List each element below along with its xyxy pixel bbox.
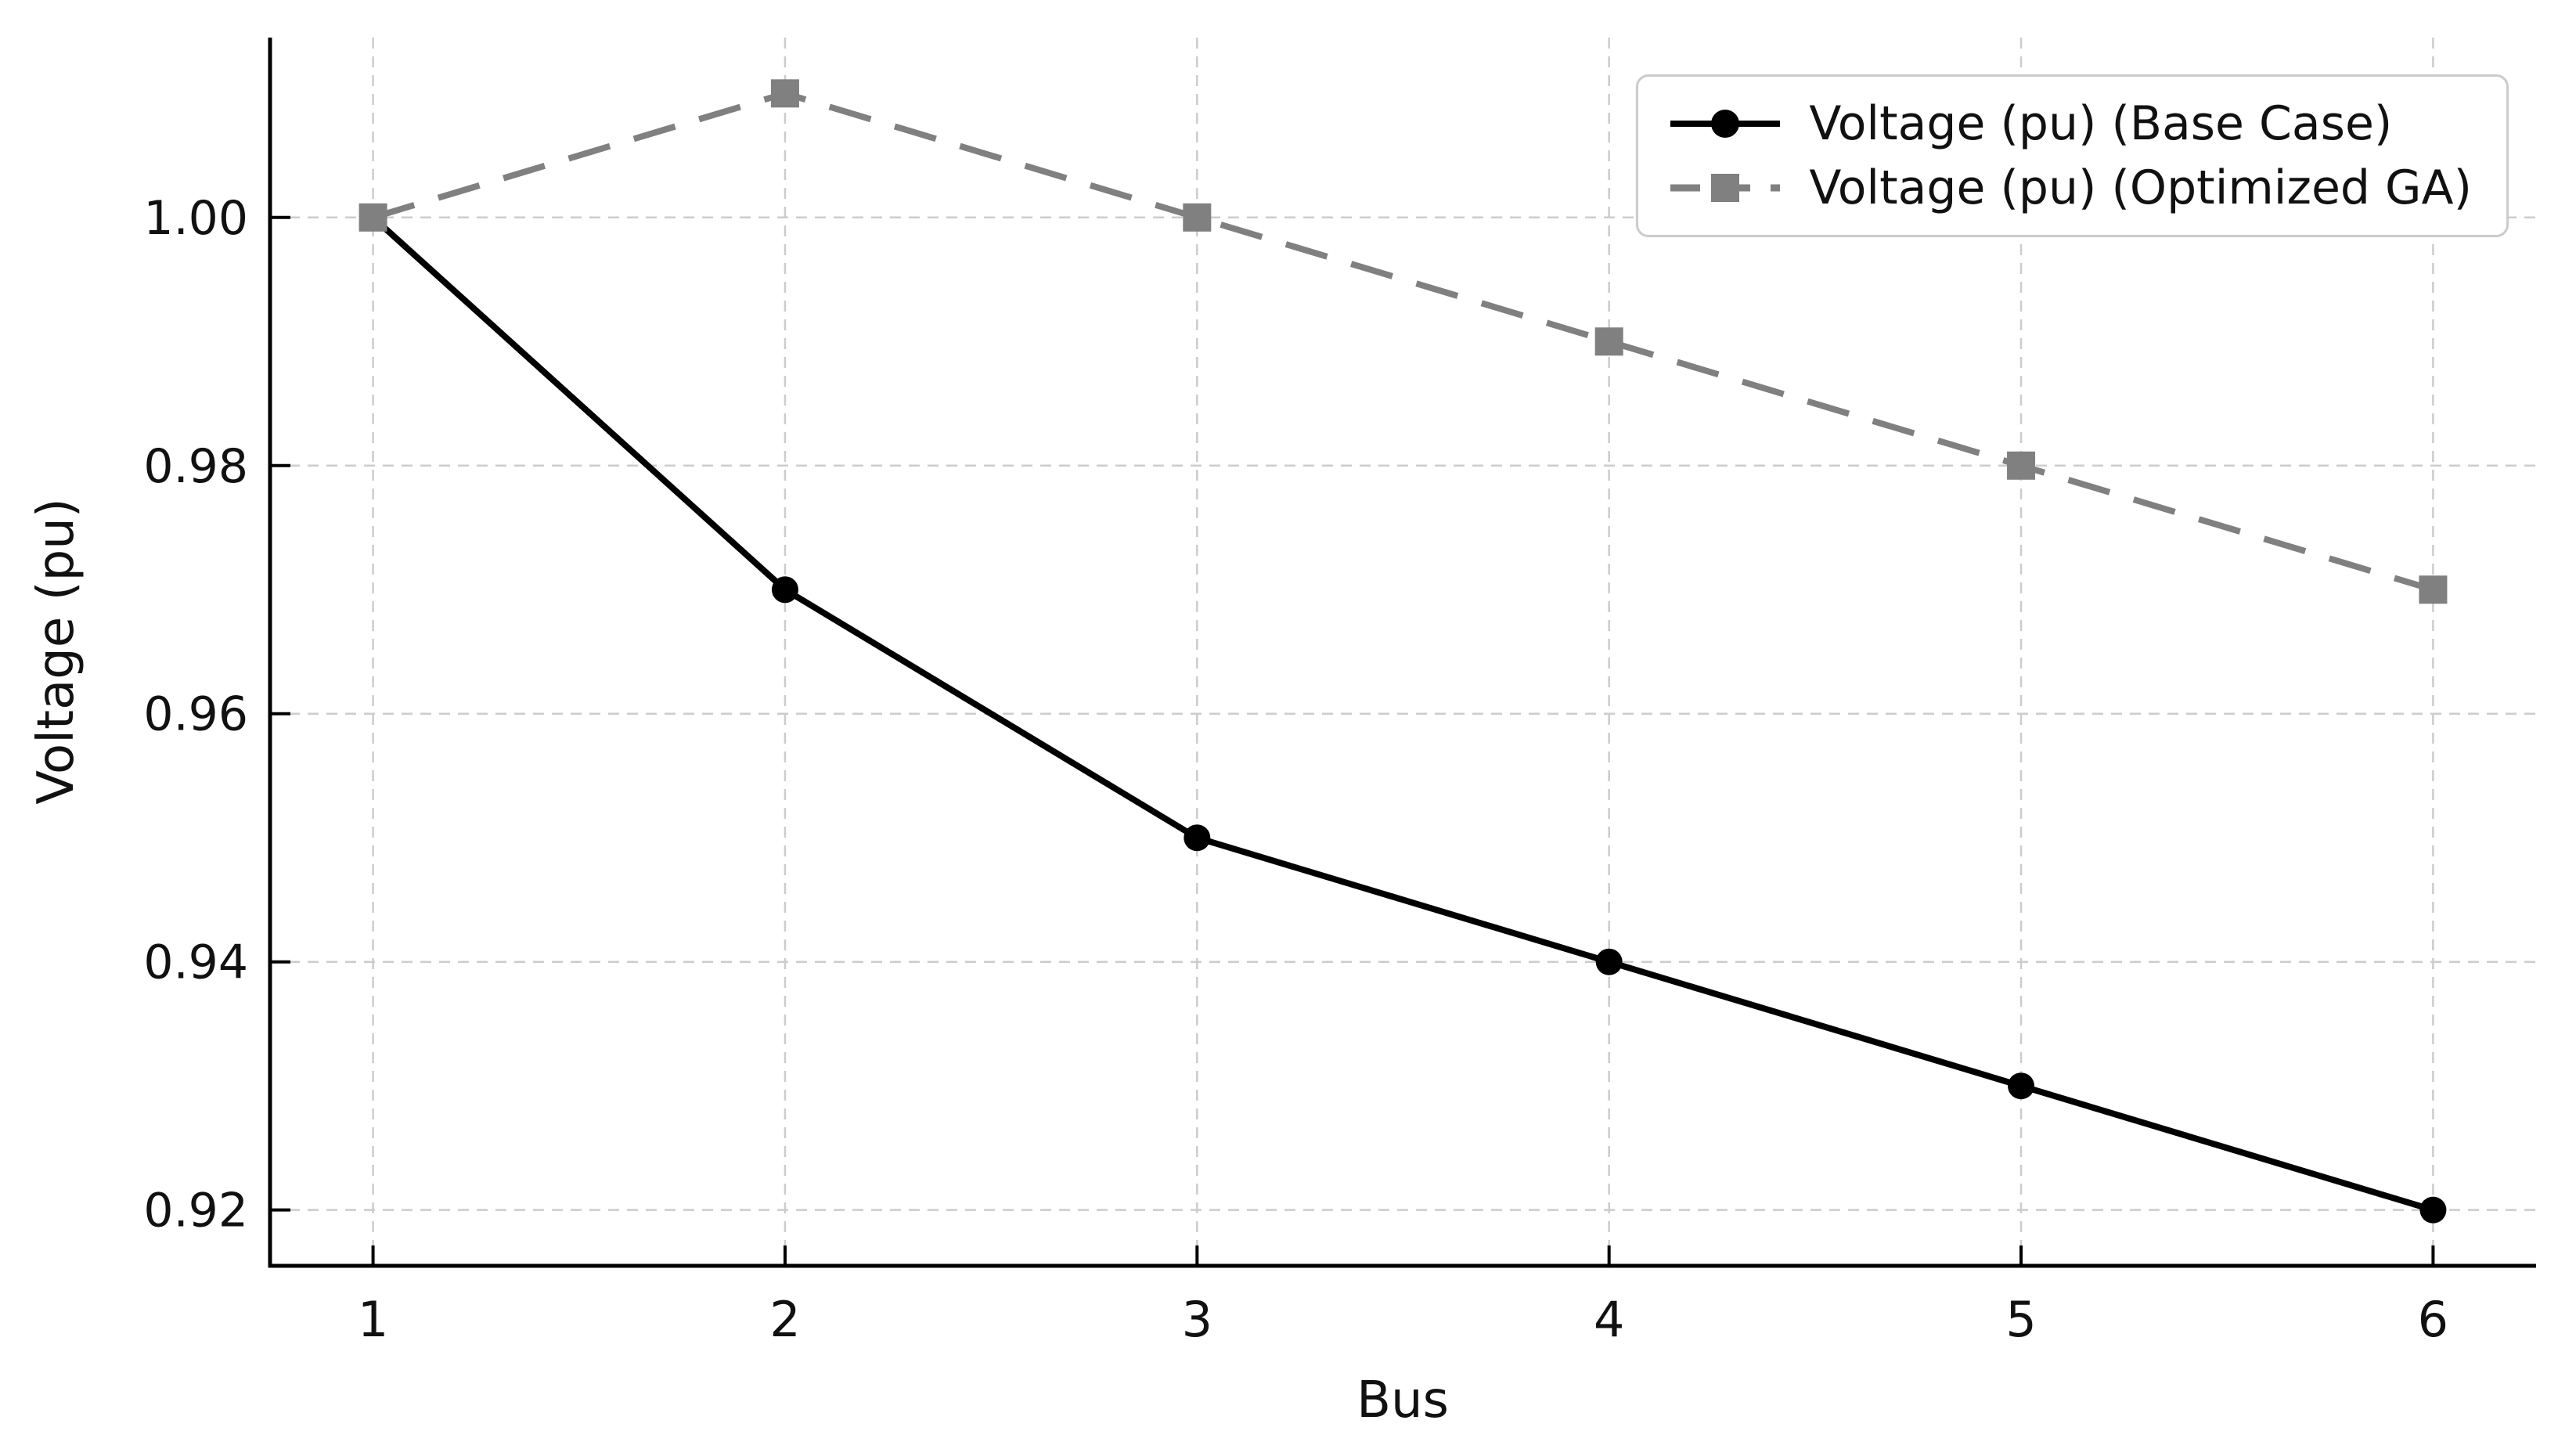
data-point-square [770, 79, 799, 108]
data-point-circle [1184, 824, 1211, 852]
x-tick-label: 1 [358, 1291, 388, 1348]
x-tick-label: 5 [2005, 1291, 2036, 1348]
legend-sample-optimized-ga [1670, 174, 1781, 202]
data-point-square [2419, 575, 2448, 604]
x-tick-label: 2 [769, 1291, 800, 1348]
y-tick-label: 0.94 [143, 935, 248, 990]
x-tick-label: 3 [1182, 1291, 1212, 1348]
data-point-square [358, 203, 387, 232]
y-tick-label: 1.00 [143, 191, 248, 246]
data-point-square [1594, 327, 1623, 356]
series-line-1 [372, 90, 2434, 593]
data-point-square [2007, 451, 2036, 480]
legend-row-optimized-ga: Voltage (pu) (Optimized GA) [1666, 160, 2472, 216]
legend-label-optimized-ga: Voltage (pu) (Optimized GA) [1809, 160, 2472, 215]
legend-label-base-case: Voltage (pu) (Base Case) [1809, 96, 2393, 151]
data-point-circle [771, 576, 798, 604]
y-tick-label: 0.98 [143, 439, 248, 494]
data-point-square [1183, 203, 1212, 232]
legend-sample-base-case [1670, 110, 1781, 138]
data-point-circle [2419, 1196, 2447, 1224]
x-axis-label: Bus [1356, 1372, 1449, 1429]
y-tick-label: 0.96 [143, 687, 248, 742]
x-tick-label: 6 [2418, 1291, 2448, 1348]
legend: Voltage (pu) (Base Case) Voltage (pu) (O… [1636, 74, 2509, 237]
x-tick-label: 4 [1594, 1291, 1624, 1348]
data-point-circle [2008, 1072, 2035, 1100]
legend-row-base-case: Voltage (pu) (Base Case) [1666, 96, 2472, 152]
series-line-0 [370, 214, 2434, 1213]
y-tick-label: 0.92 [143, 1184, 248, 1238]
square-marker-icon [1711, 174, 1740, 202]
circle-marker-icon [1711, 110, 1740, 138]
y-axis-label: Voltage (pu) [27, 498, 85, 805]
data-point-circle [1595, 948, 1623, 975]
